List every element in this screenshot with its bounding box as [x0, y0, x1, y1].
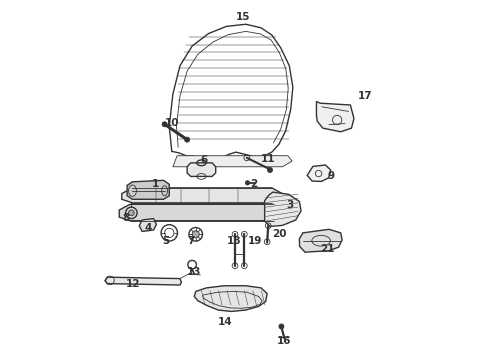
Text: 16: 16 — [276, 336, 291, 346]
Text: 4: 4 — [144, 223, 151, 233]
Polygon shape — [194, 286, 267, 311]
Polygon shape — [105, 277, 181, 285]
Text: 15: 15 — [236, 13, 250, 22]
Polygon shape — [265, 192, 301, 226]
Circle shape — [279, 324, 284, 329]
Text: 2: 2 — [250, 179, 258, 189]
Text: 11: 11 — [261, 154, 275, 164]
Text: 21: 21 — [320, 244, 334, 253]
Text: 13: 13 — [187, 267, 201, 277]
Text: 17: 17 — [357, 91, 372, 101]
Polygon shape — [119, 204, 285, 221]
Circle shape — [268, 167, 272, 172]
Text: 6: 6 — [200, 156, 208, 165]
Text: 14: 14 — [218, 317, 233, 327]
Circle shape — [185, 137, 190, 142]
Text: 12: 12 — [126, 279, 141, 289]
Polygon shape — [317, 102, 354, 132]
Polygon shape — [187, 163, 216, 176]
Polygon shape — [307, 165, 331, 181]
Polygon shape — [173, 156, 292, 167]
Text: 9: 9 — [327, 171, 334, 181]
Circle shape — [162, 122, 167, 127]
Text: 20: 20 — [271, 229, 286, 239]
Polygon shape — [122, 188, 282, 203]
Polygon shape — [299, 229, 342, 252]
Text: 18: 18 — [226, 237, 241, 247]
Text: 5: 5 — [162, 236, 170, 246]
Text: 3: 3 — [286, 200, 294, 210]
Polygon shape — [169, 24, 293, 160]
Circle shape — [192, 231, 199, 238]
Text: 1: 1 — [152, 179, 159, 189]
Polygon shape — [139, 219, 156, 231]
Polygon shape — [127, 180, 169, 199]
Text: 8: 8 — [123, 212, 130, 222]
Text: 10: 10 — [165, 118, 179, 128]
Text: 19: 19 — [248, 237, 262, 247]
Circle shape — [245, 181, 249, 185]
Circle shape — [128, 210, 134, 216]
Text: 7: 7 — [187, 236, 195, 246]
